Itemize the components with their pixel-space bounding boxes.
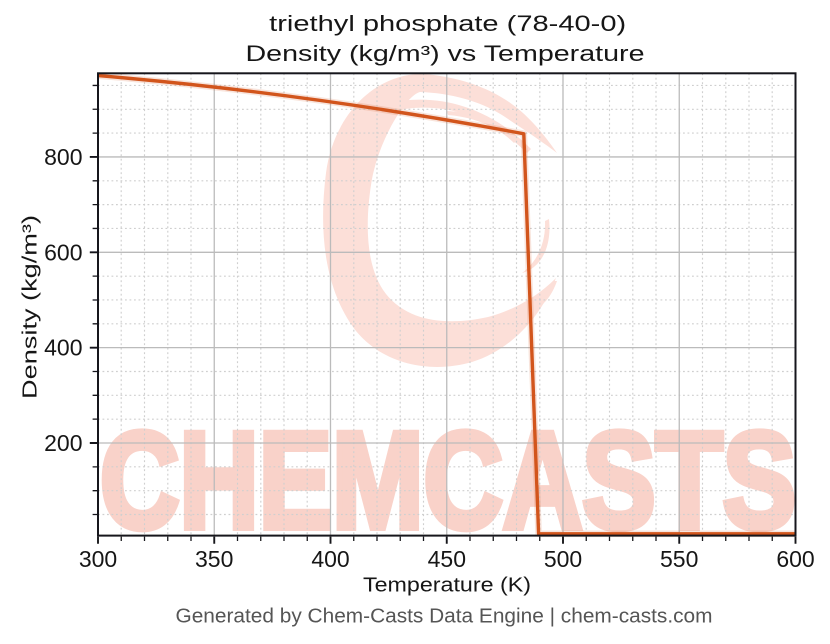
svg-text:Generated by Chem-Casts Data E: Generated by Chem-Casts Data Engine | ch… <box>176 606 713 628</box>
svg-text:Density (kg/m³): Density (kg/m³) <box>20 215 42 399</box>
svg-text:550: 550 <box>660 546 698 572</box>
svg-text:Temperature (K): Temperature (K) <box>363 575 531 597</box>
svg-text:triethyl phosphate (78-40-0): triethyl phosphate (78-40-0) <box>269 11 626 36</box>
svg-text:450: 450 <box>428 546 466 572</box>
svg-text:200: 200 <box>44 430 82 456</box>
svg-text:300: 300 <box>79 546 117 572</box>
svg-text:350: 350 <box>195 546 233 572</box>
svg-text:Density (kg/m³) vs Temperature: Density (kg/m³) vs Temperature <box>246 41 645 66</box>
svg-text:500: 500 <box>544 546 582 572</box>
svg-text:400: 400 <box>311 546 349 572</box>
svg-text:600: 600 <box>44 239 82 265</box>
svg-text:400: 400 <box>44 335 82 361</box>
svg-text:600: 600 <box>776 546 814 572</box>
svg-text:800: 800 <box>44 144 82 170</box>
